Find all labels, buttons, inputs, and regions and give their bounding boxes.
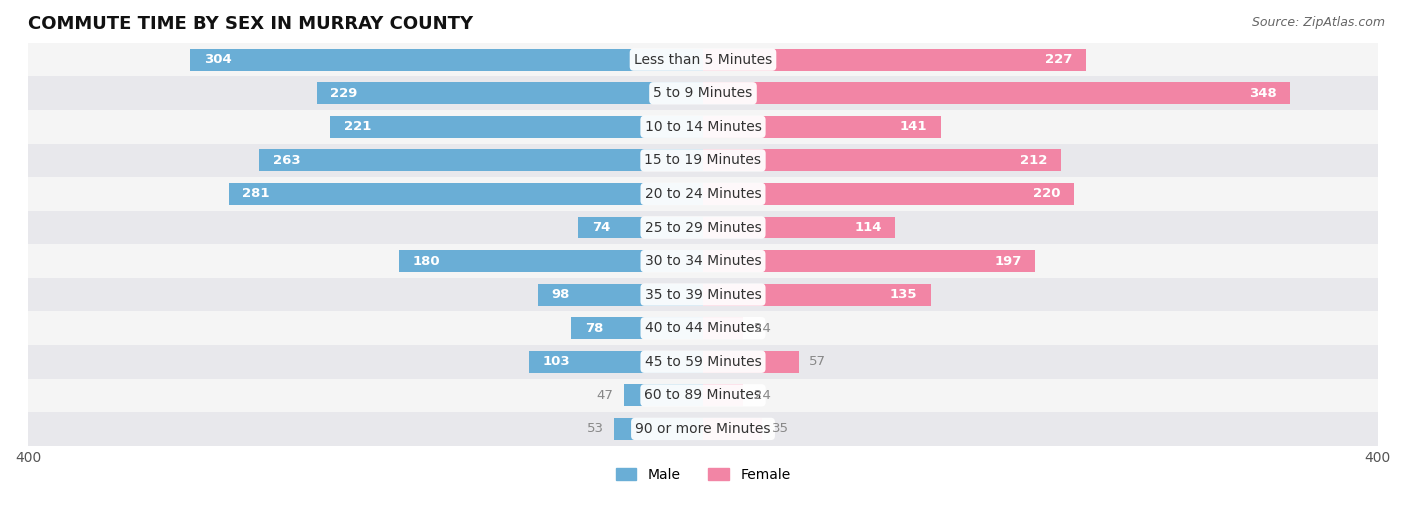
Bar bbox=[316, 82, 703, 104]
Text: 25 to 29 Minutes: 25 to 29 Minutes bbox=[644, 221, 762, 234]
Text: 24: 24 bbox=[754, 322, 770, 335]
Text: 57: 57 bbox=[810, 355, 827, 368]
Bar bbox=[259, 150, 703, 172]
Bar bbox=[529, 351, 703, 373]
Bar bbox=[28, 412, 1378, 446]
Text: 45 to 59 Minutes: 45 to 59 Minutes bbox=[644, 355, 762, 369]
Bar bbox=[624, 384, 703, 406]
Bar bbox=[28, 345, 1378, 379]
Text: 53: 53 bbox=[586, 423, 603, 436]
Bar bbox=[703, 384, 744, 406]
Bar bbox=[703, 351, 799, 373]
Bar bbox=[703, 49, 1085, 71]
Bar bbox=[28, 43, 1378, 76]
Text: 348: 348 bbox=[1249, 87, 1277, 100]
Bar bbox=[703, 217, 896, 238]
Text: 35 to 39 Minutes: 35 to 39 Minutes bbox=[644, 288, 762, 302]
Text: 74: 74 bbox=[592, 221, 610, 234]
Bar bbox=[537, 284, 703, 305]
Bar bbox=[578, 217, 703, 238]
Text: 103: 103 bbox=[543, 355, 571, 368]
Bar bbox=[613, 418, 703, 440]
Text: 263: 263 bbox=[273, 154, 301, 167]
Text: 47: 47 bbox=[596, 389, 613, 402]
Text: 227: 227 bbox=[1045, 53, 1073, 66]
Text: 229: 229 bbox=[330, 87, 357, 100]
Text: 24: 24 bbox=[754, 389, 770, 402]
Bar bbox=[229, 183, 703, 205]
Bar bbox=[330, 116, 703, 138]
Text: 10 to 14 Minutes: 10 to 14 Minutes bbox=[644, 120, 762, 134]
Text: 180: 180 bbox=[413, 255, 440, 268]
Bar bbox=[28, 379, 1378, 412]
Bar bbox=[28, 211, 1378, 244]
Text: 15 to 19 Minutes: 15 to 19 Minutes bbox=[644, 153, 762, 167]
Text: 281: 281 bbox=[242, 187, 270, 200]
Text: 197: 197 bbox=[994, 255, 1022, 268]
Text: 114: 114 bbox=[855, 221, 882, 234]
Bar bbox=[703, 284, 931, 305]
Text: 220: 220 bbox=[1033, 187, 1060, 200]
Bar bbox=[28, 311, 1378, 345]
Text: 40 to 44 Minutes: 40 to 44 Minutes bbox=[645, 321, 761, 335]
Bar bbox=[703, 82, 1291, 104]
Text: 212: 212 bbox=[1019, 154, 1047, 167]
Bar bbox=[399, 250, 703, 272]
Text: 5 to 9 Minutes: 5 to 9 Minutes bbox=[654, 86, 752, 100]
Bar bbox=[571, 317, 703, 339]
Text: 35: 35 bbox=[772, 423, 789, 436]
Text: 78: 78 bbox=[585, 322, 603, 335]
Bar bbox=[28, 278, 1378, 311]
Bar bbox=[190, 49, 703, 71]
Text: 90 or more Minutes: 90 or more Minutes bbox=[636, 422, 770, 436]
Text: 135: 135 bbox=[890, 288, 917, 301]
Text: 30 to 34 Minutes: 30 to 34 Minutes bbox=[645, 254, 761, 268]
Legend: Male, Female: Male, Female bbox=[610, 462, 796, 487]
Text: 221: 221 bbox=[343, 120, 371, 133]
Bar bbox=[28, 244, 1378, 278]
Bar bbox=[703, 317, 744, 339]
Bar bbox=[703, 418, 762, 440]
Text: Source: ZipAtlas.com: Source: ZipAtlas.com bbox=[1251, 16, 1385, 29]
Text: 98: 98 bbox=[551, 288, 569, 301]
Text: Less than 5 Minutes: Less than 5 Minutes bbox=[634, 53, 772, 66]
Bar bbox=[703, 116, 941, 138]
Bar bbox=[703, 183, 1074, 205]
Bar bbox=[28, 76, 1378, 110]
Text: 141: 141 bbox=[900, 120, 928, 133]
Bar bbox=[28, 144, 1378, 177]
Bar bbox=[703, 150, 1060, 172]
Bar bbox=[28, 177, 1378, 211]
Bar bbox=[703, 250, 1035, 272]
Text: 20 to 24 Minutes: 20 to 24 Minutes bbox=[645, 187, 761, 201]
Text: 304: 304 bbox=[204, 53, 232, 66]
Text: 60 to 89 Minutes: 60 to 89 Minutes bbox=[644, 389, 762, 402]
Bar bbox=[28, 110, 1378, 144]
Text: COMMUTE TIME BY SEX IN MURRAY COUNTY: COMMUTE TIME BY SEX IN MURRAY COUNTY bbox=[28, 15, 474, 33]
